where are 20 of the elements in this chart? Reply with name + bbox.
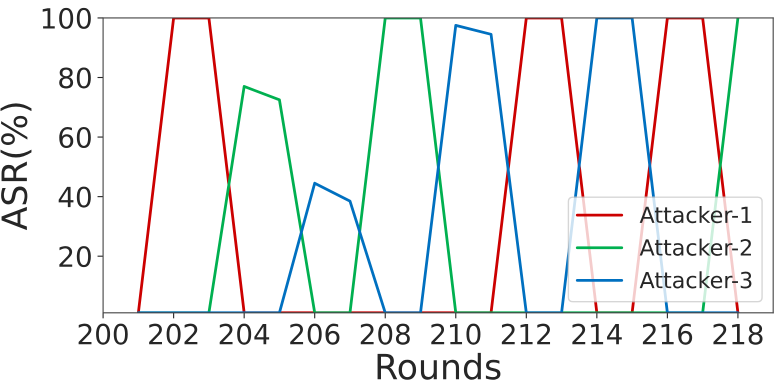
legend-label: Attacker-2 xyxy=(640,238,751,256)
x-tick-label: 216 xyxy=(642,324,692,345)
x-tick-label: 212 xyxy=(502,324,550,344)
legend-label: Attacker-1 xyxy=(640,206,752,224)
y-tick-label: 40 xyxy=(58,186,91,208)
y-tick-label: 60 xyxy=(59,127,91,148)
y-axis-title: ASR(%) xyxy=(0,103,32,230)
x-tick-label: 204 xyxy=(220,324,270,345)
legend-label: Attacker-3 xyxy=(640,271,752,288)
x-tick-label: 208 xyxy=(360,324,410,345)
x-axis-title: Rounds xyxy=(378,352,500,380)
y-tick-label: 100 xyxy=(42,8,91,29)
x-tick-label: 218 xyxy=(713,324,763,345)
x-tick-label: 210 xyxy=(431,324,480,345)
x-tick-label: 202 xyxy=(149,324,198,345)
x-tick-label: 200 xyxy=(78,324,128,345)
x-tick-label: 206 xyxy=(290,324,340,345)
x-tick-label: 214 xyxy=(572,324,622,344)
y-tick-label: 20 xyxy=(59,246,91,268)
y-tick-label: 80 xyxy=(59,67,91,88)
